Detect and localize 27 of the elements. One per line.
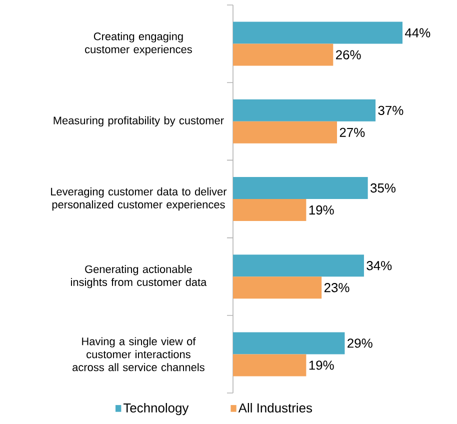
legend-label: All Industries — [238, 403, 312, 413]
bar — [233, 99, 376, 122]
bar — [233, 199, 306, 222]
bar — [233, 254, 364, 277]
bar — [233, 121, 338, 144]
data-label: 19% — [309, 205, 334, 215]
data-label: 35% — [370, 183, 396, 193]
data-label: 27% — [340, 128, 365, 137]
data-label: 29% — [348, 338, 372, 348]
y-tick-label: Measuring profitability by customer — [54, 116, 224, 127]
data-label: 37% — [378, 106, 404, 115]
bar — [233, 354, 306, 376]
legend-label: Technology — [123, 403, 189, 416]
data-label: 19% — [309, 360, 334, 370]
y-tick-label: Generating actionable insights from customer data — [71, 265, 207, 288]
y-tick-label: Having a single view of customer interactions across all service channels — [72, 337, 204, 372]
bar — [233, 22, 402, 44]
data-label: 34% — [366, 261, 392, 270]
data-label: 26% — [336, 50, 361, 60]
y-tick-label: Leveraging customer data to deliver personalized customer experiences — [51, 187, 227, 211]
bar — [233, 44, 334, 66]
bar — [233, 177, 368, 200]
data-label: 23% — [324, 283, 350, 292]
y-tick-label: Creating engaging customer experiences — [85, 32, 192, 56]
data-label: 44% — [404, 28, 430, 38]
bar — [233, 332, 345, 354]
bar — [233, 276, 322, 299]
